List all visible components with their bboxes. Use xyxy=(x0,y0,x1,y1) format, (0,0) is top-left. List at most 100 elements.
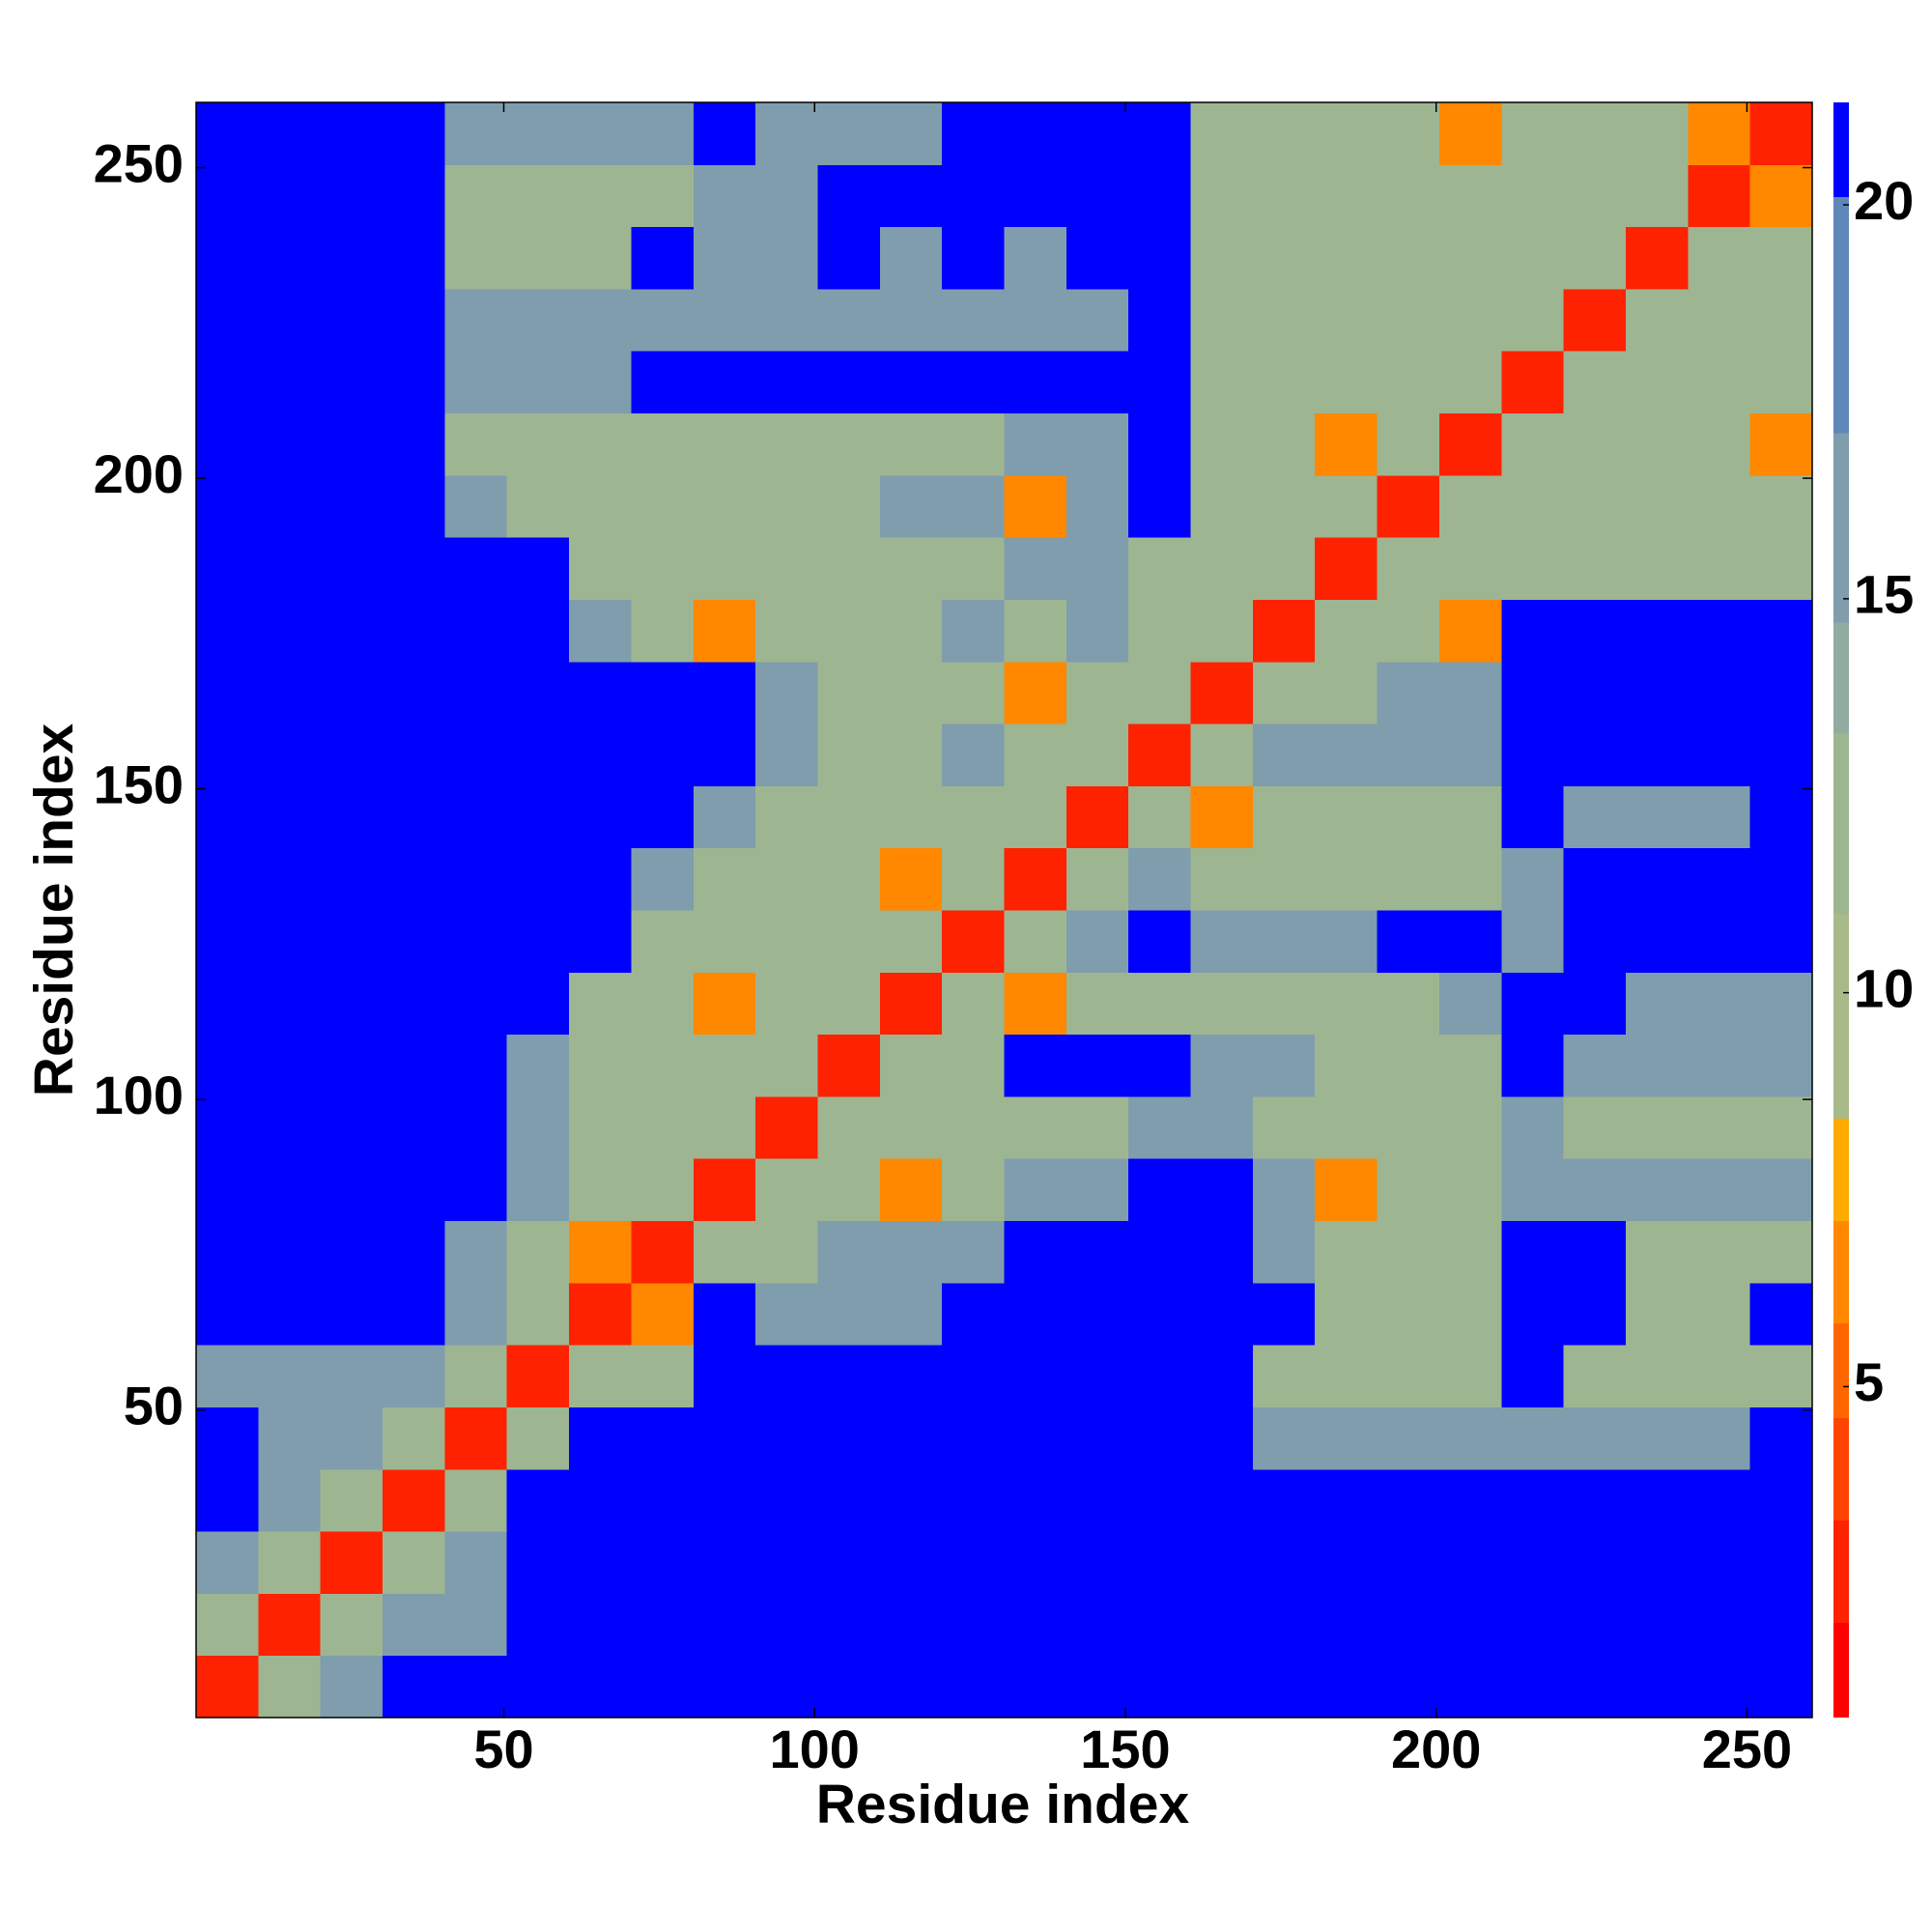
cell xyxy=(1252,537,1316,600)
cell xyxy=(258,1095,322,1159)
cell xyxy=(1252,599,1316,663)
cell xyxy=(196,1345,259,1407)
cell xyxy=(320,351,384,414)
cell xyxy=(1004,1034,1067,1097)
cell xyxy=(631,1220,695,1284)
cell xyxy=(320,537,384,600)
x-tick-label: 150 xyxy=(1080,1719,1170,1779)
cell xyxy=(1377,226,1440,290)
cell xyxy=(383,1282,445,1346)
cell xyxy=(1065,537,1129,600)
cell xyxy=(1625,910,1689,973)
cell xyxy=(569,1468,632,1532)
cell xyxy=(506,164,570,228)
x-tick-label: 100 xyxy=(770,1719,860,1779)
cell xyxy=(1315,1095,1378,1159)
cell xyxy=(1128,1220,1192,1284)
cell xyxy=(383,785,445,849)
cell xyxy=(1563,1531,1627,1594)
cell xyxy=(1004,847,1067,911)
cell xyxy=(1749,1531,1813,1594)
cell xyxy=(444,1345,508,1407)
cell xyxy=(755,351,818,414)
cell xyxy=(817,1282,881,1346)
cell xyxy=(1315,1034,1378,1097)
cell xyxy=(320,1468,384,1532)
cell xyxy=(1377,724,1440,786)
cell xyxy=(1749,910,1813,973)
cell xyxy=(1065,288,1129,352)
cell xyxy=(1065,1531,1129,1594)
cell xyxy=(1749,226,1813,290)
cell xyxy=(1563,1282,1627,1346)
cell xyxy=(1252,288,1316,352)
cell xyxy=(1749,785,1813,849)
cell xyxy=(1377,102,1440,165)
cell xyxy=(817,474,881,538)
cell xyxy=(506,724,570,786)
cell xyxy=(506,785,570,849)
cell xyxy=(942,599,1005,663)
cell xyxy=(1128,1468,1192,1532)
cell xyxy=(1377,1593,1440,1657)
cell xyxy=(196,847,259,911)
cell xyxy=(1065,1406,1129,1470)
cell xyxy=(1252,910,1316,973)
colorbar-segment xyxy=(1833,196,1849,434)
cell xyxy=(1004,226,1067,290)
cell xyxy=(1128,351,1192,414)
cell xyxy=(1688,1593,1751,1657)
cell xyxy=(1190,1406,1254,1470)
cell xyxy=(569,1220,632,1284)
cell xyxy=(817,164,881,228)
cell xyxy=(1315,847,1378,911)
cell xyxy=(569,288,632,352)
cell xyxy=(1688,972,1751,1036)
cell xyxy=(1377,1468,1440,1532)
cell xyxy=(1563,1034,1627,1097)
cell xyxy=(1438,1345,1502,1407)
cell xyxy=(693,1095,756,1159)
cell xyxy=(383,474,445,538)
cell xyxy=(693,785,756,849)
colorbar-tick-label: 15 xyxy=(1854,564,1914,625)
cell xyxy=(320,785,384,849)
cell xyxy=(1190,724,1254,786)
cell xyxy=(1065,599,1129,663)
cell xyxy=(383,910,445,973)
cell xyxy=(506,1468,570,1532)
cell xyxy=(506,226,570,290)
cell xyxy=(1688,661,1751,724)
cell xyxy=(1377,599,1440,663)
cell xyxy=(1688,847,1751,911)
cell xyxy=(320,599,384,663)
cell xyxy=(1438,1095,1502,1159)
cell xyxy=(1190,972,1254,1036)
cell xyxy=(383,1593,445,1657)
cell xyxy=(1749,847,1813,911)
cell xyxy=(320,164,384,228)
cell xyxy=(942,226,1005,290)
cell xyxy=(631,102,695,165)
cell xyxy=(1688,1034,1751,1097)
cell xyxy=(1004,1468,1067,1532)
cell xyxy=(631,474,695,538)
cell xyxy=(693,847,756,911)
cell xyxy=(320,1282,384,1346)
cell xyxy=(1190,1593,1254,1657)
cell xyxy=(1563,1158,1627,1222)
cell xyxy=(942,412,1005,476)
cell xyxy=(693,972,756,1036)
cell xyxy=(1315,102,1378,165)
colorbar-segment xyxy=(1833,622,1849,733)
cell xyxy=(693,1655,756,1719)
cell xyxy=(383,661,445,724)
cell xyxy=(817,1468,881,1532)
cell xyxy=(942,102,1005,165)
cell xyxy=(320,1095,384,1159)
cell xyxy=(755,972,818,1036)
cell xyxy=(1315,785,1378,849)
cell xyxy=(631,1345,695,1407)
cell xyxy=(1625,785,1689,849)
